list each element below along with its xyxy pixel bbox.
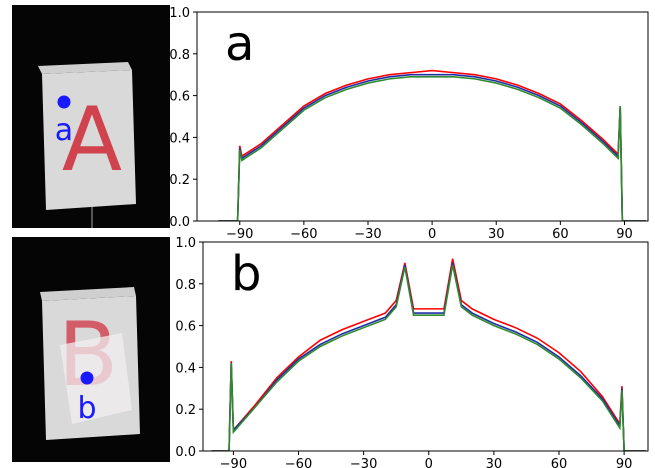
panel-annotation: b	[231, 246, 261, 302]
x-tick-label: 60	[551, 457, 568, 468]
y-tick-label: 1.0	[169, 6, 190, 21]
x-tick-label: 0	[428, 227, 436, 242]
data-line	[218, 73, 646, 221]
y-tick-label: 0.2	[175, 403, 196, 418]
paper-sheet	[60, 333, 132, 424]
x-tick-label: 30	[486, 457, 503, 468]
x-tick-label: −90	[220, 457, 247, 468]
block-top	[40, 287, 136, 301]
y-tick-label: 0.8	[175, 278, 196, 293]
x-tick-label: −90	[226, 227, 253, 242]
plot-frame	[202, 241, 649, 452]
photo-a: A a	[12, 5, 170, 228]
marker-dot	[57, 95, 71, 109]
data-line	[211, 258, 646, 451]
data-line	[211, 262, 646, 451]
marker-label: a	[55, 113, 73, 148]
marker-label: b	[77, 391, 96, 426]
x-tick-label: −60	[285, 457, 312, 468]
photo-letter: A	[62, 88, 122, 191]
x-tick-label: 90	[616, 457, 633, 468]
x-tick-label: −60	[290, 227, 317, 242]
y-tick-label: 0.0	[169, 215, 190, 230]
y-tick-label: 0.0	[175, 445, 196, 460]
x-tick-label: 0	[425, 457, 433, 468]
x-tick-label: 60	[552, 227, 569, 242]
data-line	[218, 69, 646, 221]
data-line	[218, 75, 646, 221]
plot-frame	[196, 11, 649, 222]
y-tick-label: 0.8	[169, 48, 190, 63]
y-tick-label: 0.4	[175, 361, 196, 376]
x-tick-label: 30	[488, 227, 505, 242]
marker-dot	[80, 371, 94, 385]
y-tick-label: 0.6	[175, 320, 196, 335]
x-tick-label: −30	[354, 227, 381, 242]
data-line	[211, 264, 646, 451]
y-tick-label: 1.0	[175, 236, 196, 251]
photo-b: B b	[12, 237, 170, 462]
y-tick-label: 0.4	[169, 131, 190, 146]
x-tick-label: −30	[350, 457, 377, 468]
y-tick-label: 0.2	[169, 173, 190, 188]
y-tick-label: 0.6	[169, 90, 190, 105]
x-tick-label: 90	[616, 227, 633, 242]
panel-annotation: a	[225, 16, 254, 72]
block-top	[38, 62, 132, 74]
